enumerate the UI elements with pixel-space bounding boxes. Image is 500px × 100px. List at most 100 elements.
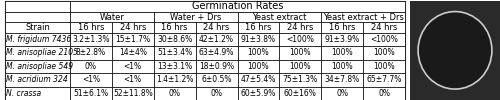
Polygon shape [280,73,321,86]
Text: M. anisopliae 549: M. anisopliae 549 [6,62,73,71]
Text: M. frigidum 7436: M. frigidum 7436 [6,35,71,44]
Text: M. acridium 324: M. acridium 324 [6,75,68,84]
Polygon shape [410,1,500,100]
Polygon shape [154,12,238,22]
Polygon shape [70,12,154,22]
Polygon shape [238,60,280,73]
Polygon shape [5,46,70,60]
Polygon shape [5,1,405,100]
Text: 24 hrs: 24 hrs [120,23,146,32]
Polygon shape [238,12,321,22]
Polygon shape [5,12,70,22]
Polygon shape [321,12,405,22]
Polygon shape [238,33,280,46]
Text: 65±7.7%: 65±7.7% [366,75,402,84]
Text: 47±5.4%: 47±5.4% [241,75,276,84]
Polygon shape [70,73,112,86]
Polygon shape [5,60,70,73]
Polygon shape [363,73,405,86]
Text: Strain: Strain [25,23,50,32]
Text: <1%: <1% [124,62,142,71]
Text: 63±4.9%: 63±4.9% [199,48,234,57]
Text: 0%: 0% [378,89,390,98]
Polygon shape [238,46,280,60]
Polygon shape [154,46,196,60]
Polygon shape [238,86,280,100]
Text: <100%: <100% [286,35,314,44]
Text: 75±1.3%: 75±1.3% [282,75,318,84]
Polygon shape [112,86,154,100]
Polygon shape [5,33,70,46]
Polygon shape [196,46,237,60]
Text: 16 hrs: 16 hrs [245,23,272,32]
Polygon shape [154,73,196,86]
Polygon shape [280,22,321,33]
Text: 15±1.7%: 15±1.7% [115,35,150,44]
Polygon shape [154,86,196,100]
Polygon shape [112,46,154,60]
Text: 16 hrs: 16 hrs [162,23,188,32]
Text: Yeast extract: Yeast extract [252,13,306,22]
Text: 3.2±1.3%: 3.2±1.3% [72,35,110,44]
Text: M. anisopliae 2105: M. anisopliae 2105 [6,48,78,57]
Text: 100%: 100% [248,48,269,57]
Text: 51±3.4%: 51±3.4% [157,48,192,57]
Polygon shape [196,22,237,33]
Polygon shape [5,22,70,33]
Text: 16 hrs: 16 hrs [329,23,355,32]
Text: 60±16%: 60±16% [284,89,317,98]
Polygon shape [321,60,363,73]
Polygon shape [321,86,363,100]
Text: 51±6.1%: 51±6.1% [74,89,108,98]
Polygon shape [196,60,237,73]
Polygon shape [112,73,154,86]
Text: 8±2.8%: 8±2.8% [76,48,106,57]
Text: 14±4%: 14±4% [119,48,147,57]
Text: N. crassa: N. crassa [6,89,41,98]
Text: 91±3.9%: 91±3.9% [324,35,360,44]
Polygon shape [280,60,321,73]
Polygon shape [70,46,112,60]
Text: 24 hrs: 24 hrs [371,23,397,32]
Polygon shape [5,1,405,12]
Polygon shape [5,73,70,86]
Text: 0%: 0% [168,89,180,98]
Polygon shape [280,33,321,46]
Text: <1%: <1% [82,75,100,84]
Polygon shape [154,33,196,46]
Polygon shape [321,73,363,86]
Polygon shape [363,22,405,33]
Polygon shape [238,22,280,33]
Text: 30±8.6%: 30±8.6% [157,35,192,44]
Polygon shape [196,33,237,46]
Polygon shape [196,73,237,86]
Polygon shape [154,22,196,33]
Text: 100%: 100% [373,62,395,71]
Text: Yeast extract + Drs: Yeast extract + Drs [322,13,404,22]
Polygon shape [154,60,196,73]
Text: 100%: 100% [290,62,311,71]
Text: 6±0.5%: 6±0.5% [202,75,232,84]
Polygon shape [280,86,321,100]
Text: 24 hrs: 24 hrs [287,23,314,32]
Polygon shape [280,46,321,60]
Polygon shape [70,60,112,73]
Text: 100%: 100% [332,48,353,57]
Text: Water + Drs: Water + Drs [170,13,222,22]
Text: 100%: 100% [248,62,269,71]
Text: 1.4±1.2%: 1.4±1.2% [156,75,194,84]
Polygon shape [5,86,70,100]
Text: <100%: <100% [370,35,398,44]
Polygon shape [70,1,405,12]
Text: <1%: <1% [124,75,142,84]
Text: 42±1.2%: 42±1.2% [199,35,234,44]
Polygon shape [321,22,363,33]
Text: 18±0.9%: 18±0.9% [199,62,234,71]
Text: 100%: 100% [332,62,353,71]
Text: 16 hrs: 16 hrs [78,23,104,32]
Polygon shape [363,60,405,73]
Text: 0%: 0% [210,89,222,98]
Text: 52±11.8%: 52±11.8% [113,89,152,98]
Polygon shape [112,22,154,33]
Polygon shape [321,46,363,60]
